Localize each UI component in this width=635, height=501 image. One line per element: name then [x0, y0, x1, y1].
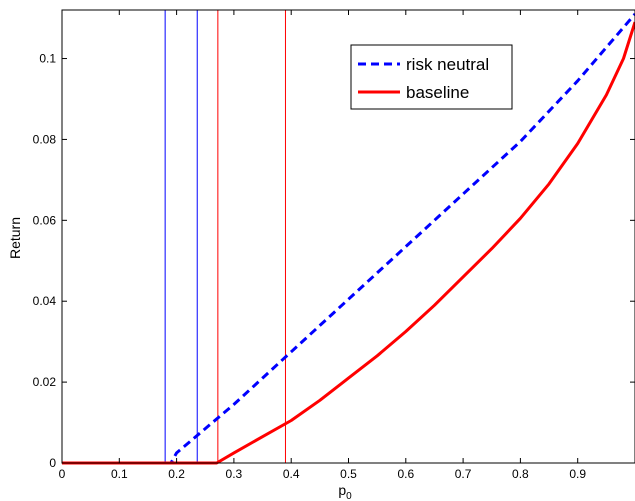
y-tick-label: 0.1 [39, 52, 56, 66]
y-tick-label: 0 [49, 456, 56, 470]
x-tick-label: 0.6 [397, 467, 414, 481]
x-tick-label: 0.1 [111, 467, 128, 481]
series-line-risk-neutral [62, 13, 635, 465]
legend-box [350, 44, 513, 110]
x-tick-label: 0.3 [226, 467, 243, 481]
x-tick-label: 0.7 [455, 467, 472, 481]
series-line-baseline [62, 21, 635, 465]
x-axis-label: p0 [338, 482, 352, 501]
x-tick-label: 0 [59, 467, 66, 481]
x-tick-label: 0.5 [340, 467, 357, 481]
y-axis-label: Return [7, 217, 23, 259]
legend-label-risk-neutral: risk neutral [406, 55, 489, 74]
y-tick-label: 0.08 [33, 132, 57, 146]
x-axis-ticks: 0 0.1 0.2 0.3 0.4 0.5 0.6 0.7 0.8 0.9 [59, 10, 586, 481]
legend-label-baseline: baseline [406, 83, 469, 102]
y-tick-label: 0.02 [33, 375, 57, 389]
legend: risk neutral baseline [350, 44, 513, 110]
threshold-lines [164, 10, 286, 463]
y-axis-ticks: 0 0.02 0.04 0.06 0.08 0.1 [33, 52, 635, 470]
x-tick-label: 0.8 [512, 467, 529, 481]
y-tick-label: 0.06 [33, 213, 57, 227]
series-lines [62, 13, 635, 465]
x-tick-label: 0.9 [569, 467, 586, 481]
plot-area [62, 10, 635, 463]
x-tick-label: 0.2 [168, 467, 185, 481]
x-tick-label: 0.4 [283, 467, 300, 481]
y-tick-label: 0.04 [33, 294, 57, 308]
